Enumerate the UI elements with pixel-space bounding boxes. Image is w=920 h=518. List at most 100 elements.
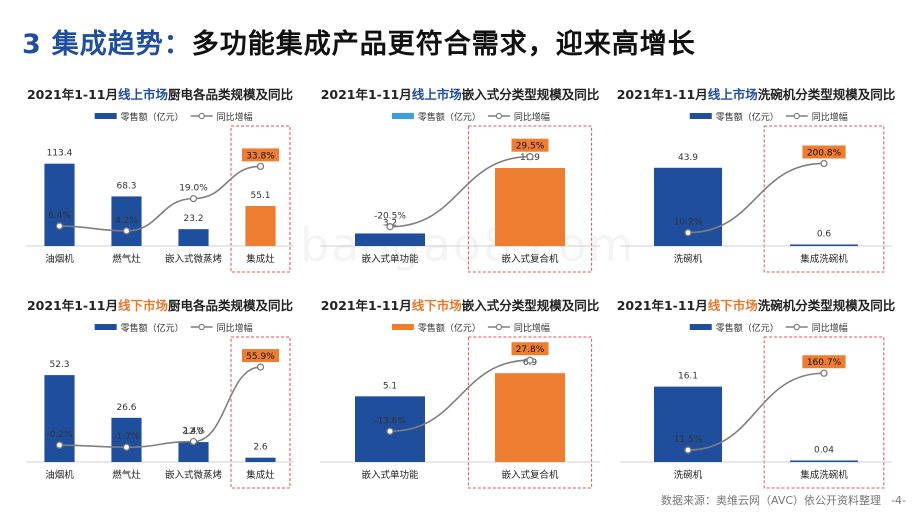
legend-bar-swatch <box>689 113 712 119</box>
bars: 52.3 油烟机 26.6 燃气灶 12.0 嵌入式微蒸烤 2.6 集成灶 <box>44 360 276 481</box>
chart-title: 2021年1-11月线下市场厨电各品类规模及同比 <box>18 295 302 314</box>
legend-bar-swatch <box>391 113 414 119</box>
chart-title-post: 嵌入式分类型规模及同比 <box>461 298 600 313</box>
growth-label-badge <box>802 145 846 159</box>
growth-point-3 <box>256 363 265 371</box>
bars: 113.4 油烟机 68.3 燃气灶 23.2 嵌入式微蒸烤 55.1 集成灶 <box>44 149 276 265</box>
category-label: 集成洗碗机 <box>800 469 848 481</box>
growth-label: 160.7% <box>807 358 842 368</box>
growth-line <box>389 359 531 433</box>
chart-title-post: 厨电各品类规模及同比 <box>168 87 294 102</box>
category-label: 洗碗机 <box>674 253 703 265</box>
bar-1 <box>790 460 858 462</box>
growth-label: 55.9% <box>246 352 275 362</box>
category-label: 嵌入式复合机 <box>501 253 559 265</box>
bar-1 <box>111 196 142 246</box>
growth-label: 10.2% <box>674 218 703 228</box>
chart-title-pre: 2021年1-11月 <box>26 298 119 313</box>
chart-title-pre: 2021年1-11月 <box>320 87 412 102</box>
growth-series: -0.2% -1.7% 2.4% 55.9% <box>46 349 279 451</box>
chart-title-post: 厨电各品类规模及同比 <box>168 298 294 313</box>
bar-value-label: 43.9 <box>678 153 698 163</box>
growth-label-badge <box>242 148 279 162</box>
growth-line <box>687 372 825 451</box>
chart-plot: 零售额（亿元） 同比增幅 52.3 油烟机 26.6 燃气灶 12.0 嵌入式微蒸烤 2.6 集成… <box>26 322 294 489</box>
legend-line-label: 同比增幅 <box>812 111 848 123</box>
chart-title-highlight: 线上市场 <box>707 87 758 102</box>
chart-title-highlight: 线上市场 <box>118 87 169 102</box>
category-label: 嵌入式复合机 <box>501 469 559 481</box>
growth-label: -20.5% <box>374 212 406 222</box>
legend-bar-label: 零售额（亿元） <box>716 111 779 123</box>
bar-2 <box>178 442 209 462</box>
legend-line-label: 同比增幅 <box>514 322 550 334</box>
growth-series: 10.2% 200.8% <box>674 145 846 237</box>
growth-label: -0.2% <box>46 430 73 440</box>
chart-online-dishwasher: 2021年1-11月线上市场洗碗机分类型规模及同比 零售额（亿元） 同比增幅 43.9… <box>612 84 900 274</box>
legend-bar-swatch <box>94 324 117 330</box>
growth-point-0 <box>684 446 692 454</box>
chart-online-kitchen: 2021年1-11月线上市场厨电各品类规模及同比 零售额（亿元） 同比增幅 113.4… <box>18 84 302 274</box>
growth-label: 200.8% <box>807 148 842 158</box>
growth-label: 2.4% <box>182 427 205 437</box>
chart-title-highlight: 线上市场 <box>411 87 462 102</box>
legend-bar-swatch <box>94 113 117 119</box>
growth-point-1 <box>526 356 534 364</box>
growth-label-badge <box>802 355 846 369</box>
legend-bar-swatch <box>391 324 414 330</box>
page-title: 3 集成趋势：多功能集成产品更符合需求，迎来高增长 <box>22 22 696 61</box>
bar-1 <box>495 167 565 246</box>
highlight-box <box>763 336 885 489</box>
legend: 零售额（亿元） 同比增幅 <box>689 322 848 334</box>
section-number: 3 <box>22 29 42 60</box>
chart-title-pre: 2021年1-11月 <box>320 298 412 313</box>
growth-series: 11.5% 160.7% <box>674 355 846 454</box>
category-label: 燃气灶 <box>112 253 141 265</box>
legend-bar-label: 零售额（亿元） <box>418 322 481 334</box>
growth-label-badge <box>511 342 549 356</box>
growth-point-1 <box>122 227 131 235</box>
chart-title: 2021年1-11月线上市场嵌入式分类型规模及同比 <box>312 84 608 103</box>
bar-0 <box>44 163 75 246</box>
growth-line <box>687 162 825 234</box>
bar-value-label: 12.0 <box>183 427 203 437</box>
chart-title-post: 嵌入式分类型规模及同比 <box>461 87 600 102</box>
chart-title-post: 洗碗机分类型规模及同比 <box>757 87 896 102</box>
legend: 零售额（亿元） 同比增幅 <box>94 111 253 123</box>
chart-offline-dishwasher: 2021年1-11月线下市场洗碗机分类型规模及同比 零售额（亿元） 同比增幅 16.1… <box>612 295 900 490</box>
legend-line-marker <box>495 112 503 120</box>
bars: 16.1 洗碗机 0.04 集成洗碗机 <box>654 372 858 481</box>
bar-3 <box>245 206 276 246</box>
highlight-box <box>467 336 593 489</box>
growth-label: 19.0% <box>179 184 208 194</box>
highlight-box <box>467 125 593 273</box>
category-label: 洗碗机 <box>674 469 703 481</box>
chart-title-pre: 2021年1-11月 <box>26 87 119 102</box>
growth-line <box>389 155 531 228</box>
legend-line-marker <box>198 112 205 120</box>
category-label: 嵌入式单功能 <box>361 253 419 265</box>
bar-value-label: 23.2 <box>183 214 203 224</box>
highlight-box <box>230 125 291 273</box>
legend-bar-label: 零售额（亿元） <box>418 111 481 123</box>
bar-value-label: 52.3 <box>49 360 69 370</box>
legend-bar-label: 零售额（亿元） <box>121 322 184 334</box>
legend-bar-label: 零售额（亿元） <box>716 322 779 334</box>
growth-point-1 <box>820 369 828 377</box>
growth-series: 6.4% 4.2% 19.0% 33.8% <box>48 148 279 235</box>
footer: 数据来源：奥维云网（AVC）依公开资料整理 -4- <box>661 492 906 508</box>
growth-label: 27.8% <box>516 345 545 355</box>
bar-value-label: 5.1 <box>383 381 397 391</box>
bar-0 <box>44 375 75 462</box>
source-note: 数据来源：奥维云网（AVC）依公开资料整理 <box>661 494 882 507</box>
growth-point-0 <box>55 441 64 449</box>
growth-point-1 <box>820 159 828 168</box>
growth-label: -1.7% <box>113 432 140 442</box>
legend-line-marker <box>198 323 205 331</box>
growth-series: -20.5% 29.5% <box>374 138 549 231</box>
growth-label: -13.6% <box>374 416 406 426</box>
growth-label: 4.2% <box>115 216 138 226</box>
legend-bar-label: 零售额（亿元） <box>121 111 184 123</box>
